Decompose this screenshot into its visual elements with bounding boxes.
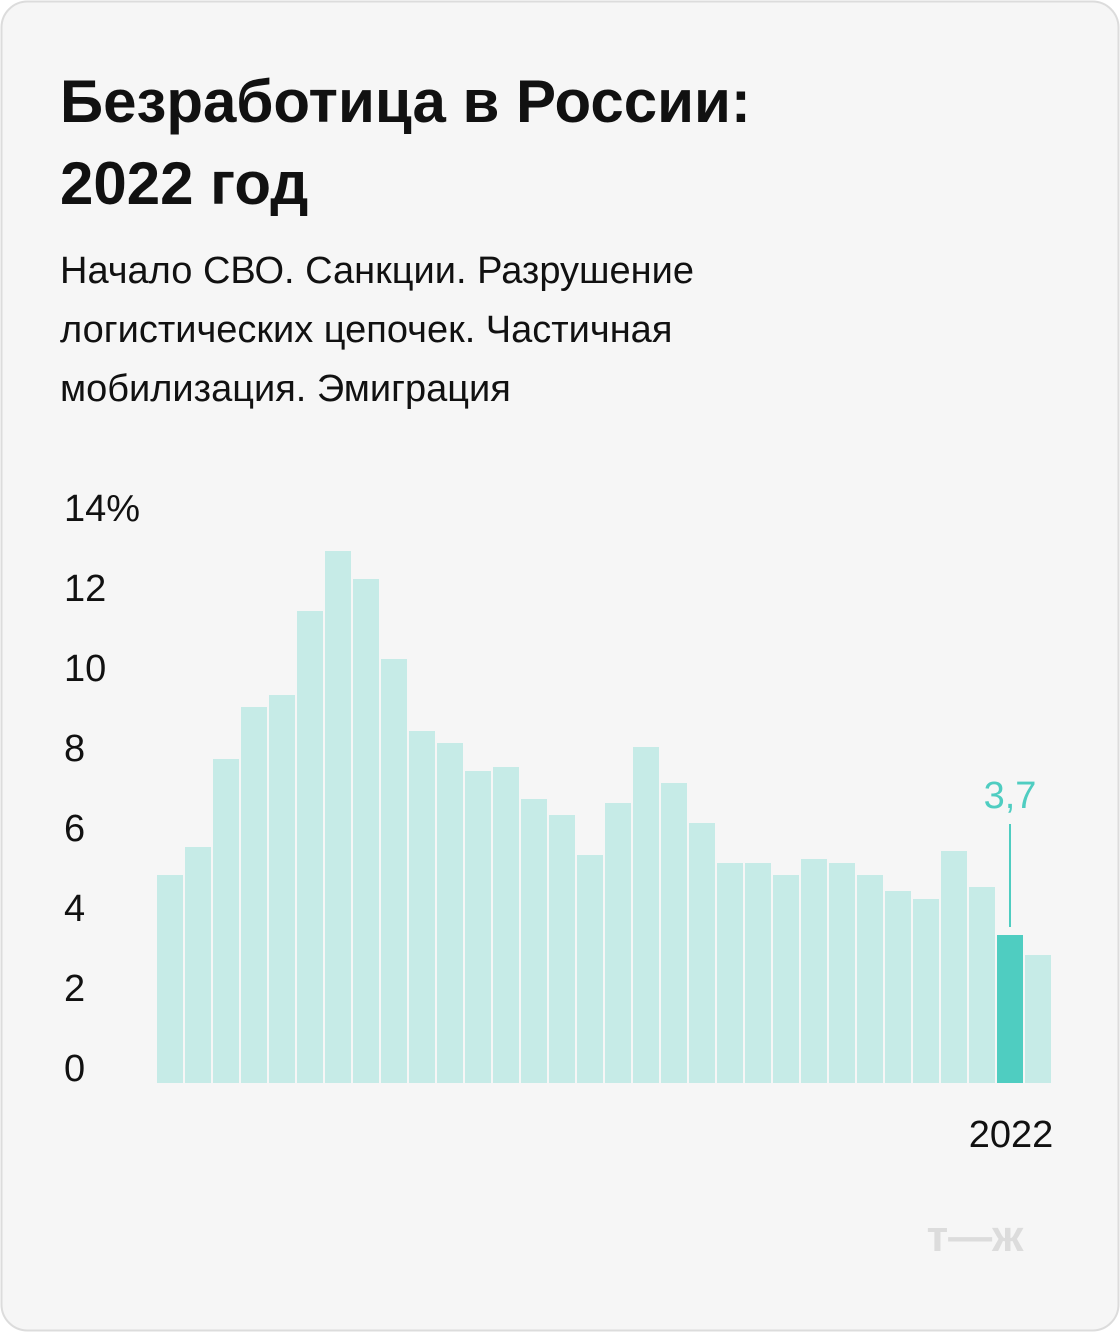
value-label: 3,7 (984, 775, 1037, 817)
bar (381, 659, 407, 1083)
bar (437, 743, 463, 1083)
bar (1025, 955, 1051, 1083)
y-tick-label: 4 (64, 888, 85, 930)
chart-subtitle: логистических цепочек. Частичная (60, 309, 672, 351)
bar (689, 823, 715, 1083)
chart-subtitle: Начало СВО. Санкции. Разрушение (60, 250, 694, 292)
y-tick-label: 6 (64, 808, 85, 850)
bar (185, 847, 211, 1083)
bar (493, 767, 519, 1083)
bar (549, 815, 575, 1083)
bar (717, 863, 743, 1083)
bar (745, 863, 771, 1083)
bar (941, 851, 967, 1083)
y-tick-label: 8 (64, 728, 85, 770)
bar (409, 731, 435, 1083)
bar (997, 935, 1023, 1083)
y-tick-label: 12 (64, 568, 106, 610)
bar (801, 859, 827, 1083)
logo: т—ж (927, 1212, 1025, 1261)
chart-title: Безработица в России: (60, 68, 751, 135)
bar (829, 863, 855, 1083)
bar (297, 611, 323, 1083)
bar (773, 875, 799, 1083)
bar (353, 579, 379, 1083)
bar (857, 875, 883, 1083)
bar (521, 799, 547, 1083)
chart-subtitle: мобилизация. Эмиграция (60, 368, 511, 410)
y-tick-label: 14% (64, 488, 140, 530)
bar (157, 875, 183, 1083)
bar (633, 747, 659, 1083)
y-tick-label: 2 (64, 968, 85, 1010)
bar (577, 855, 603, 1083)
bar (465, 771, 491, 1083)
chart-title: 2022 год (60, 150, 308, 217)
y-tick-label: 0 (64, 1048, 85, 1090)
bar (241, 707, 267, 1083)
x-tick-label: 2022 (969, 1114, 1054, 1156)
y-tick-label: 10 (64, 648, 106, 690)
bar (913, 899, 939, 1083)
bar (213, 759, 239, 1083)
bar (269, 695, 295, 1083)
bar (325, 551, 351, 1083)
bar (969, 887, 995, 1083)
bar (661, 783, 687, 1083)
bar (605, 803, 631, 1083)
bar (885, 891, 911, 1083)
